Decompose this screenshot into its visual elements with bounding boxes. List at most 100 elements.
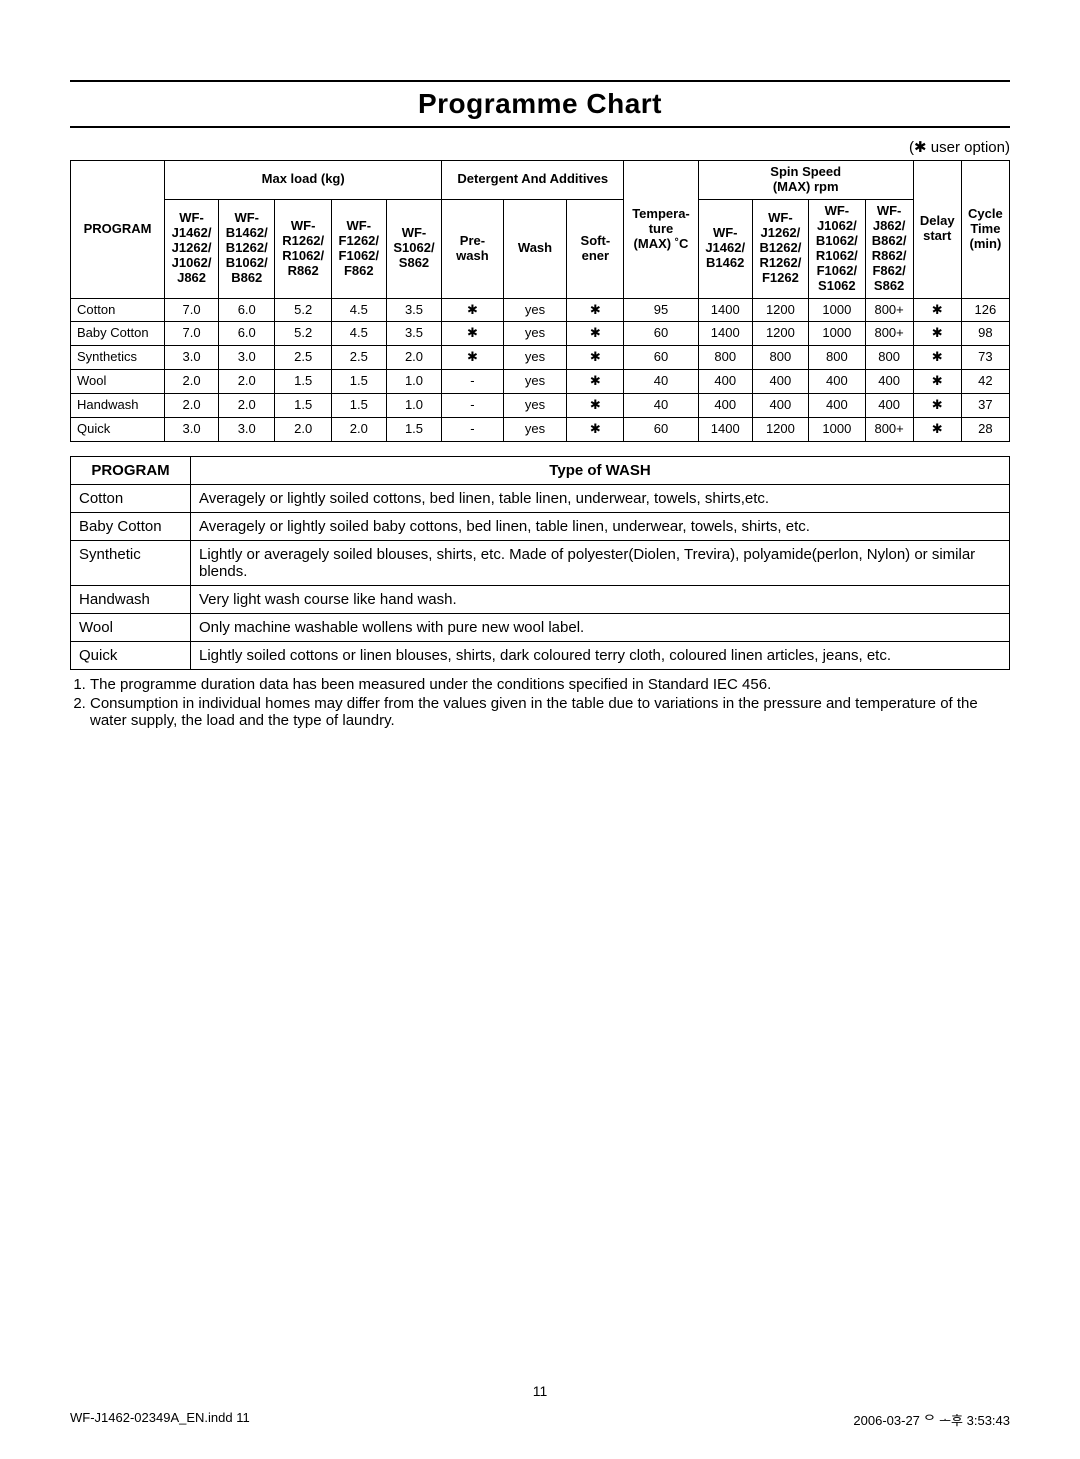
cell: 2.5 — [331, 346, 386, 370]
cell: 1.0 — [386, 370, 442, 394]
cell: yes — [503, 346, 567, 370]
cell: 60 — [624, 346, 698, 370]
cell: 400 — [752, 394, 808, 418]
table-row: QuickLightly soiled cottons or linen blo… — [71, 642, 1010, 670]
cell: 400 — [752, 370, 808, 394]
wash-program-cell: Baby Cotton — [71, 513, 191, 541]
cell: 1200 — [752, 418, 808, 442]
table-row: Synthetics3.03.02.52.52.0✱yes✱6080080080… — [71, 346, 1010, 370]
cell: 4.5 — [331, 322, 386, 346]
cell: ✱ — [913, 322, 961, 346]
wash-desc-cell: Only machine washable wollens with pure … — [191, 614, 1010, 642]
cell: ✱ — [442, 298, 503, 322]
cell: ✱ — [913, 370, 961, 394]
cell: 1.5 — [331, 370, 386, 394]
spin-col-3: WF- J862/ B862/ R862/ F862/ S862 — [865, 199, 913, 298]
table-row: SyntheticLightly or averagely soiled blo… — [71, 541, 1010, 586]
cell: 7.0 — [165, 322, 219, 346]
cell: 42 — [961, 370, 1009, 394]
cell: 28 — [961, 418, 1009, 442]
cell: ✱ — [567, 394, 624, 418]
cell: 800+ — [865, 418, 913, 442]
det-col-1: Wash — [503, 199, 567, 298]
cell: ✱ — [913, 418, 961, 442]
table-row: Quick3.03.02.02.01.5-yes✱601400120010008… — [71, 418, 1010, 442]
cell: 400 — [698, 394, 752, 418]
cell: 7.0 — [165, 298, 219, 322]
cell: Wool — [71, 370, 165, 394]
wash-type-table: PROGRAM Type of WASH CottonAveragely or … — [70, 456, 1010, 670]
load-col-2: WF- R1262/ R1062/ R862 — [275, 199, 331, 298]
wash-program-cell: Quick — [71, 642, 191, 670]
cell: 400 — [865, 370, 913, 394]
cell: ✱ — [567, 418, 624, 442]
cell: 1.0 — [386, 394, 442, 418]
header-delay: Delay start — [913, 161, 961, 299]
cell: 1400 — [698, 322, 752, 346]
wash-program-cell: Wool — [71, 614, 191, 642]
cell: 95 — [624, 298, 698, 322]
page-number: 11 — [0, 1383, 1080, 1399]
cell: 800 — [698, 346, 752, 370]
cell: 800 — [865, 346, 913, 370]
wash-header-program: PROGRAM — [71, 457, 191, 485]
cell: 5.2 — [275, 298, 331, 322]
cell: ✱ — [913, 394, 961, 418]
cell: 3.0 — [219, 346, 275, 370]
spin-col-0: WF- J1462/ B1462 — [698, 199, 752, 298]
cell: 3.0 — [165, 346, 219, 370]
cell: - — [442, 394, 503, 418]
user-option-note: (✱ user option) — [70, 138, 1010, 156]
header-program: PROGRAM — [71, 161, 165, 299]
cell: 3.0 — [165, 418, 219, 442]
cell: 400 — [809, 370, 865, 394]
wash-desc-cell: Averagely or lightly soiled cottons, bed… — [191, 485, 1010, 513]
cell: 3.5 — [386, 322, 442, 346]
cell: 1.5 — [386, 418, 442, 442]
cell: ✱ — [567, 298, 624, 322]
cell: yes — [503, 394, 567, 418]
cell: - — [442, 418, 503, 442]
cell: yes — [503, 298, 567, 322]
footer-left: WF-J1462-02349A_EN.indd 11 — [70, 1410, 250, 1429]
cell: ✱ — [567, 346, 624, 370]
table-row: Baby Cotton7.06.05.24.53.5✱yes✱601400120… — [71, 322, 1010, 346]
wash-header-type: Type of WASH — [191, 457, 1010, 485]
cell: 2.0 — [219, 370, 275, 394]
table-row: Wool2.02.01.51.51.0-yes✱40400400400400✱4… — [71, 370, 1010, 394]
cell: 60 — [624, 418, 698, 442]
cell: 800+ — [865, 322, 913, 346]
cell: 1000 — [809, 322, 865, 346]
cell: Cotton — [71, 298, 165, 322]
title-bar: Programme Chart — [70, 80, 1010, 128]
cell: - — [442, 370, 503, 394]
cell: 4.5 — [331, 298, 386, 322]
table-row: Handwash2.02.01.51.51.0-yes✱404004004004… — [71, 394, 1010, 418]
cell: 60 — [624, 322, 698, 346]
header-max-load: Max load (kg) — [165, 161, 442, 200]
page-container: Programme Chart (✱ user option) PROGRAM … — [0, 0, 1080, 1459]
cell: 2.0 — [165, 370, 219, 394]
cell: 1200 — [752, 298, 808, 322]
cell: ✱ — [567, 322, 624, 346]
cell: 5.2 — [275, 322, 331, 346]
cell: 800 — [752, 346, 808, 370]
cell: 2.0 — [331, 418, 386, 442]
cell: 1.5 — [275, 394, 331, 418]
cell: ✱ — [913, 346, 961, 370]
header-cycle: Cycle Time (min) — [961, 161, 1009, 299]
cell: Baby Cotton — [71, 322, 165, 346]
load-col-4: WF- S1062/ S862 — [386, 199, 442, 298]
spin-col-2: WF- J1062/ B1062/ R1062/ F1062/ S1062 — [809, 199, 865, 298]
wash-desc-cell: Lightly soiled cottons or linen blouses,… — [191, 642, 1010, 670]
cell: 400 — [698, 370, 752, 394]
subheader-row: WF- J1462/ J1262/ J1062/ J862 WF- B1462/… — [71, 199, 1010, 298]
cell: 1000 — [809, 418, 865, 442]
header-temperature: Tempera- ture (MAX) ˚C — [624, 161, 698, 299]
spin-col-1: WF- J1262/ B1262/ R1262/ F1262 — [752, 199, 808, 298]
programme-chart-table: PROGRAM Max load (kg) Detergent And Addi… — [70, 160, 1010, 442]
cell: 40 — [624, 394, 698, 418]
table-row: WoolOnly machine washable wollens with p… — [71, 614, 1010, 642]
cell: ✱ — [442, 322, 503, 346]
table-row: Baby CottonAveragely or lightly soiled b… — [71, 513, 1010, 541]
